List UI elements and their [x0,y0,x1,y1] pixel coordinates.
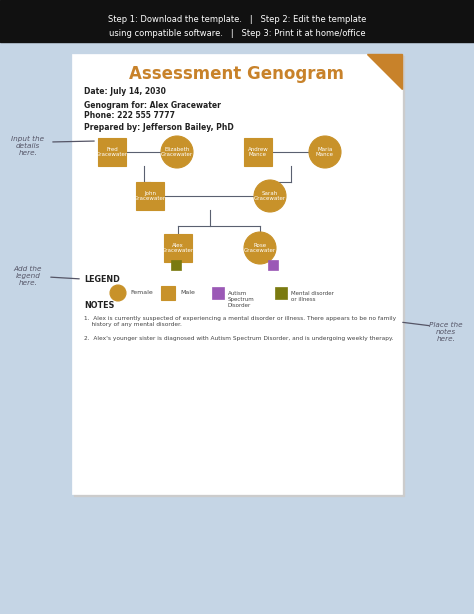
Bar [171,260,181,270]
Bar [161,286,175,300]
Text: Maria
Mance: Maria Mance [316,147,334,157]
Text: Sarah
Gracewater: Sarah Gracewater [254,190,286,201]
Polygon shape [367,54,402,89]
Text: Alex
Gracewater: Alex Gracewater [162,243,194,254]
Bar [212,287,224,299]
Bar [74,56,404,496]
Circle shape [309,136,341,168]
Bar [268,260,278,270]
Text: Add the
legend
here.: Add the legend here. [14,266,42,286]
Text: Place the
notes
here.: Place the notes here. [429,322,463,342]
Text: Andrew
Mance: Andrew Mance [247,147,268,157]
Text: Autism
Spectrum
Disorder: Autism Spectrum Disorder [228,291,255,308]
Text: Rose
Gracewater: Rose Gracewater [244,243,276,254]
Circle shape [254,180,286,212]
Text: Phone: 222 555 7777: Phone: 222 555 7777 [84,111,175,120]
Text: LEGEND: LEGEND [84,274,120,284]
Bar [164,234,192,262]
Bar [72,54,402,494]
Text: Date: July 14, 2030: Date: July 14, 2030 [84,88,166,96]
Circle shape [110,285,126,301]
Text: Female: Female [130,290,153,295]
Text: Genogram for: Alex Gracewater: Genogram for: Alex Gracewater [84,101,221,109]
Text: using compatible software.   |   Step 3: Print it at home/office: using compatible software. | Step 3: Pri… [109,28,365,37]
Bar [136,182,164,210]
Text: Input the
details
here.: Input the details here. [11,136,45,156]
Text: NOTES: NOTES [84,301,114,311]
Text: John
Gracewater: John Gracewater [134,190,166,201]
Bar [0,0,474,42]
Circle shape [161,136,193,168]
Text: Fred
Gracewater: Fred Gracewater [96,147,128,157]
Bar [244,138,272,166]
Text: Male: Male [180,290,195,295]
Text: Mental disorder
or illness: Mental disorder or illness [291,291,334,302]
Text: Prepared by: Jefferson Bailey, PhD: Prepared by: Jefferson Bailey, PhD [84,123,234,133]
Text: 2.  Alex's younger sister is diagnosed with Autism Spectrum Disorder, and is und: 2. Alex's younger sister is diagnosed wi… [84,336,393,341]
Text: Elizabeth
Gracewater: Elizabeth Gracewater [161,147,193,157]
Bar [98,138,126,166]
Text: 1.  Alex is currently suspected of experiencing a mental disorder or illness. Th: 1. Alex is currently suspected of experi… [84,316,396,327]
Bar [275,287,287,299]
Circle shape [244,232,276,264]
Text: Step 1: Download the template.   |   Step 2: Edit the template: Step 1: Download the template. | Step 2:… [108,15,366,25]
Text: Assessment Genogram: Assessment Genogram [129,65,345,83]
